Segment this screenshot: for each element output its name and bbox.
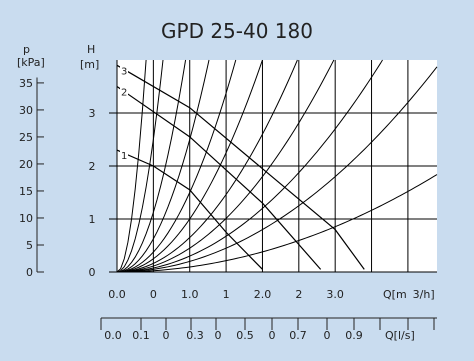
system-curve-4 [116, 59, 237, 273]
pump-curve-label-2: 2 [121, 88, 127, 99]
flow-axis-m3h: 0.0 0 1.0 1 2.0 2 3.0 [108, 288, 344, 301]
system-curve-2 [116, 59, 187, 273]
system-curves [116, 59, 438, 273]
pressure-axis-unit: [kPa] [17, 56, 45, 69]
system-curve-8 [116, 59, 383, 273]
system-curve-1 [116, 59, 164, 273]
flow-ls-tick-label-4: 0 [215, 329, 222, 342]
flow-ls-tick-label-6: 0 [269, 329, 276, 342]
head-axis-unit: [m] [80, 58, 99, 71]
head-tick-label-2: 1 [89, 213, 96, 226]
system-curve-9 [116, 66, 438, 273]
pump-curve-3 [116, 64, 365, 270]
pressure-tick-label-2: 25 [19, 131, 33, 144]
pressure-tick-label-7: 0 [26, 266, 33, 279]
flow-m3h-tick-label-0: 0.0 [108, 288, 126, 301]
pump-curves: 3 2 1 [116, 64, 365, 270]
pressure-axis-label: p [23, 43, 30, 56]
flow-ls-tick-label-3: 0.3 [186, 329, 204, 342]
head-axis: 3 2 1 0 [89, 107, 96, 279]
system-curve-7 [116, 59, 335, 273]
flow-ls-tick-label-8: 0 [324, 329, 331, 342]
flow-ls-tick-label-5: 0.5 [236, 329, 254, 342]
chart-title: GPD 25-40 180 [161, 19, 313, 43]
pump-curve-label-bg-2 [120, 85, 128, 97]
flow-ls-tick-label-7: 0.7 [289, 329, 307, 342]
flow-m3h-tick-label-5: 2 [295, 288, 302, 301]
flow-m3h-tick-label-3: 1 [223, 288, 230, 301]
flow-axis-ls: 0.0 0.1 0 0.3 0 0.5 0 0.7 0 0.9 [100, 318, 435, 342]
pressure-tick-label-4: 15 [19, 185, 33, 198]
system-curve-5 [116, 59, 263, 273]
flow-axis-ls-label: Q[l/s] [385, 329, 415, 342]
flow-axis-m3h-label: Q[m 3/h] [383, 288, 435, 301]
flow-m3h-tick-label-1: 0 [150, 288, 157, 301]
flow-m3h-tick-label-4: 2.0 [254, 288, 272, 301]
flow-ls-tick-label-2: 0 [163, 329, 170, 342]
pressure-tick-label-5: 10 [19, 212, 33, 225]
system-curve-0 [116, 59, 147, 273]
pressure-tick-label-1: 30 [19, 104, 33, 117]
head-tick-label-3: 0 [89, 266, 96, 279]
pump-curve-label-bg-3 [120, 64, 128, 76]
head-axis-label: H [87, 43, 95, 56]
flow-ls-tick-label-9: 0.9 [345, 329, 363, 342]
pressure-tick-label-0: 35 [19, 77, 33, 90]
system-curve-6 [116, 59, 298, 273]
flow-m3h-tick-label-2: 1.0 [181, 288, 199, 301]
pump-curve-label-1: 1 [121, 151, 127, 162]
pump-curve-label-3: 3 [121, 66, 127, 77]
flow-ls-tick-label-1: 0.1 [132, 329, 150, 342]
pressure-tick-label-6: 5 [26, 239, 33, 252]
system-curve-10 [116, 174, 438, 273]
head-tick-label-0: 3 [89, 107, 96, 120]
pump-curve-label-bg-1 [120, 149, 128, 161]
flow-ls-tick-label-0: 0.0 [104, 329, 122, 342]
system-curve-3 [116, 59, 210, 273]
pump-curve-2 [116, 86, 322, 270]
pressure-axis: 35 30 25 20 15 10 5 0 [19, 77, 44, 279]
flow-m3h-tick-label-6: 3.0 [326, 288, 344, 301]
pressure-tick-label-3: 20 [19, 158, 33, 171]
pump-curve-1 [116, 149, 263, 270]
head-tick-label-1: 2 [89, 160, 96, 173]
